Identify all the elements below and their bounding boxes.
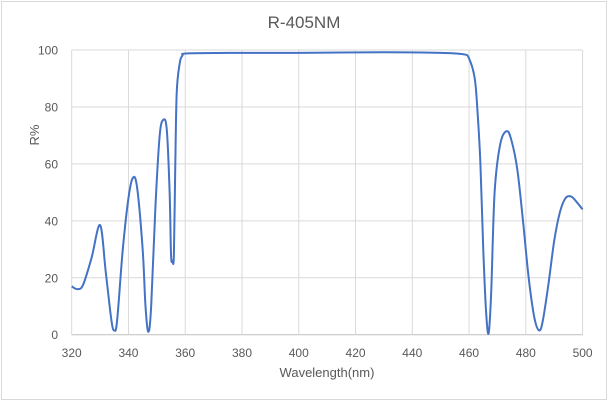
x-tick-label: 380 xyxy=(232,346,252,360)
x-axis-label: Wavelength(nm) xyxy=(280,365,375,380)
x-tick-label: 420 xyxy=(346,346,366,360)
series-line xyxy=(71,51,584,335)
y-tick-label: 0 xyxy=(51,328,58,342)
x-tick-label: 440 xyxy=(402,346,422,360)
x-tick-label: 480 xyxy=(516,346,536,360)
x-tick-label: 340 xyxy=(118,346,138,360)
y-axis-label: R% xyxy=(27,124,42,145)
grid xyxy=(71,49,584,336)
x-tick-label: 400 xyxy=(289,346,309,360)
x-tick-label: 320 xyxy=(62,346,82,360)
chart-title: R-405NM xyxy=(268,13,341,32)
y-tick-label: 80 xyxy=(45,100,59,114)
x-tick-label: 460 xyxy=(459,346,479,360)
y-tick-label: 20 xyxy=(45,271,59,285)
x-tick-label: 500 xyxy=(573,346,593,360)
y-tick-label: 100 xyxy=(38,44,58,58)
y-tick-label: 40 xyxy=(45,214,59,228)
x-tick-label: 360 xyxy=(175,346,195,360)
y-tick-label: 60 xyxy=(45,157,59,171)
tick-labels: 0 20 40 60 80 100 320 340 360 380 400 420 440 460 480 5… xyxy=(38,44,593,361)
